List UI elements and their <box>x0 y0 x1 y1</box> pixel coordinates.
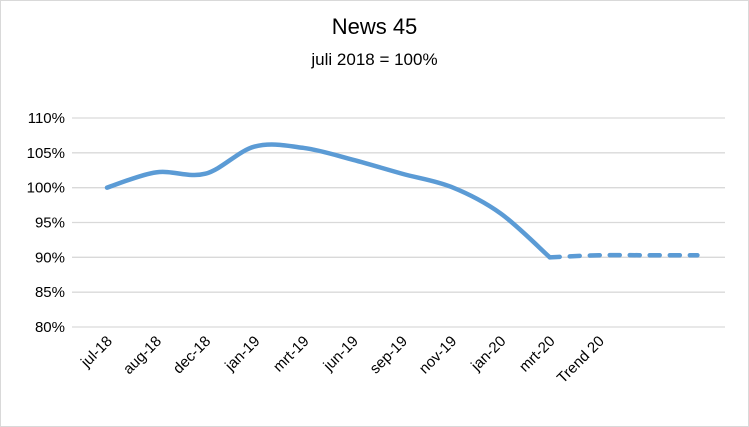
x-tick-label: mrt-19 <box>270 333 313 376</box>
y-tick-label: 105% <box>27 145 65 162</box>
x-tick-label: sep-19 <box>367 333 411 377</box>
y-tick-label: 85% <box>35 284 65 301</box>
x-tick-label: mrt-20 <box>516 333 559 376</box>
x-tick-label: jan-19 <box>221 333 263 375</box>
x-tick-label: nov-19 <box>416 333 460 377</box>
series-line-solid <box>104 142 553 260</box>
x-tick-label: aug-18 <box>120 333 165 378</box>
x-tick-label: jun-19 <box>320 333 362 375</box>
chart-title: News 45 <box>331 14 418 39</box>
series-line-dashed <box>547 252 700 260</box>
y-tick-label: 80% <box>35 319 65 336</box>
chart-subtitle: juli 2018 = 100% <box>311 50 438 69</box>
y-tick-label: 90% <box>35 249 65 266</box>
y-tick-label: 110% <box>28 110 65 127</box>
y-tick-label: 95% <box>35 215 65 232</box>
x-tick-label: jul-18 <box>77 333 116 372</box>
x-tick-label: dec-18 <box>170 333 214 377</box>
y-tick-label: 100% <box>27 180 65 197</box>
x-tick-label: Trend 20 <box>554 333 608 387</box>
x-tick-label: jan-20 <box>467 333 509 375</box>
